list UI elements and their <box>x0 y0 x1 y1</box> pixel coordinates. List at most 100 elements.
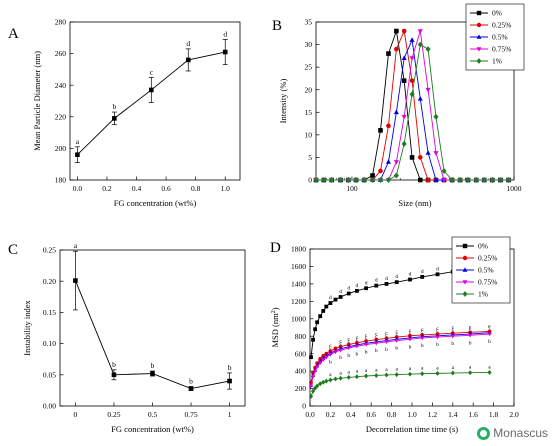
legend-entry: 0.25% <box>492 21 511 30</box>
data-point <box>385 177 391 183</box>
x-tick-label: 0.4 <box>132 184 142 193</box>
legend-entry: 0.75% <box>492 45 511 54</box>
data-point <box>308 393 314 399</box>
significance-letter: a <box>348 369 351 375</box>
x-tick-label: 1.6 <box>469 410 479 419</box>
series-main: a b c d d <box>74 29 228 163</box>
x-tick-label: 1.0 <box>221 184 231 193</box>
data-point <box>338 295 343 299</box>
series-0_25pct: cc c c c c c c c c c c c c <box>309 323 492 385</box>
data-point <box>378 168 383 174</box>
data-point <box>417 177 423 183</box>
data-point <box>465 177 471 183</box>
chart-panel-a: A 0.0 0.2 0.4 0.6 0.8 1.0 180 200 220 240 260 280 FG … <box>8 18 241 208</box>
significance-letter: d <box>421 269 424 275</box>
data-point <box>435 272 440 277</box>
data-point <box>318 361 323 366</box>
data-point <box>420 275 425 279</box>
data-point <box>401 140 407 147</box>
data-point <box>425 46 431 53</box>
significance-letter: d <box>347 285 350 291</box>
plot-frame <box>69 21 241 181</box>
significance-letter: a <box>385 367 388 373</box>
data-point <box>401 28 407 34</box>
significance-letter: a <box>365 368 368 374</box>
significance-letter: b <box>347 353 350 359</box>
x-tick-label: 100 <box>346 184 358 193</box>
data-point <box>409 155 415 160</box>
significance-letter: c <box>469 326 472 332</box>
significance-letter: d <box>365 280 368 286</box>
legend-entry: 1% <box>492 57 502 66</box>
x-tick-label: 0.5 <box>148 410 158 419</box>
plot-frame <box>59 249 246 407</box>
series-main: a b b b b <box>72 241 233 391</box>
y-tick-label: 5 <box>308 153 312 162</box>
legend-swatch-marker <box>462 243 468 249</box>
significance-letter: c <box>385 330 388 336</box>
data-point <box>425 177 431 183</box>
significance-letter: c <box>469 324 472 330</box>
y-tick-label: 1400 <box>291 279 306 288</box>
data-point <box>425 150 431 155</box>
data-point <box>433 151 439 156</box>
series-line <box>310 330 490 383</box>
y-tick-label: 260 <box>55 49 67 58</box>
data-point <box>313 177 319 183</box>
legend-swatch-marker <box>476 58 482 64</box>
x-axis-label: FG concentration (wt%) <box>111 424 194 434</box>
data-point <box>354 374 360 380</box>
significance-letter: c <box>488 325 491 331</box>
data-point <box>309 355 313 360</box>
data-point <box>441 178 447 183</box>
data-point <box>370 177 376 183</box>
data-point <box>374 341 379 346</box>
x-axis-label: Decorrelation time time (s) <box>366 424 458 434</box>
data-point <box>328 377 333 383</box>
significance-letter: c <box>395 329 398 335</box>
significance-letter: a <box>76 137 80 146</box>
data-point <box>318 357 323 361</box>
significance-letter: c <box>409 330 412 336</box>
data-point <box>328 353 333 357</box>
data-point <box>346 374 351 380</box>
significance-letter: a <box>409 366 412 372</box>
y-tick-label: 0.15 <box>43 308 56 317</box>
data-point <box>408 277 412 282</box>
y-tick-label: 10 <box>305 130 313 139</box>
x-tick-label: 0.25 <box>107 410 120 419</box>
data-point <box>433 177 439 182</box>
x-tick-label: 0.6 <box>161 184 171 193</box>
x-tick-label: 1 <box>228 410 232 419</box>
x-tick-label: 1.4 <box>448 410 458 419</box>
significance-letter: c <box>356 335 359 341</box>
significance-letter: d <box>385 276 388 282</box>
y-tick-label: 1600 <box>291 262 306 271</box>
significance-letter: b <box>365 350 368 356</box>
data-point <box>489 177 495 183</box>
y-tick-label: 200 <box>55 144 67 153</box>
chart-panel-b: B 100 1000 0 5 10 15 20 25 30 35 Size (nm) Intensity… <box>272 3 525 208</box>
legend-swatch-marker <box>476 22 482 28</box>
y-tick-label: 30 <box>305 40 313 49</box>
y-tick-label: 15 <box>305 108 313 117</box>
data-point <box>149 87 154 93</box>
data-point <box>409 78 415 83</box>
significance-letter: b <box>151 361 155 370</box>
significance-letter: c <box>421 327 424 333</box>
data-point <box>315 383 320 389</box>
data-point <box>321 358 326 363</box>
significance-letter: b <box>112 102 116 111</box>
significance-letter: b <box>189 377 193 386</box>
x-tick-label: 0.8 <box>191 184 201 193</box>
significance-letter: a <box>452 365 455 371</box>
data-point <box>435 335 440 340</box>
data-point <box>337 177 344 183</box>
y-tick-label: 240 <box>55 81 67 90</box>
significance-letter: c <box>452 327 455 333</box>
x-axis-label: Size (nm) <box>398 198 431 208</box>
y-tick-label: 0.05 <box>43 370 56 379</box>
y-tick-label: 1200 <box>291 297 306 306</box>
data-point <box>328 301 333 305</box>
